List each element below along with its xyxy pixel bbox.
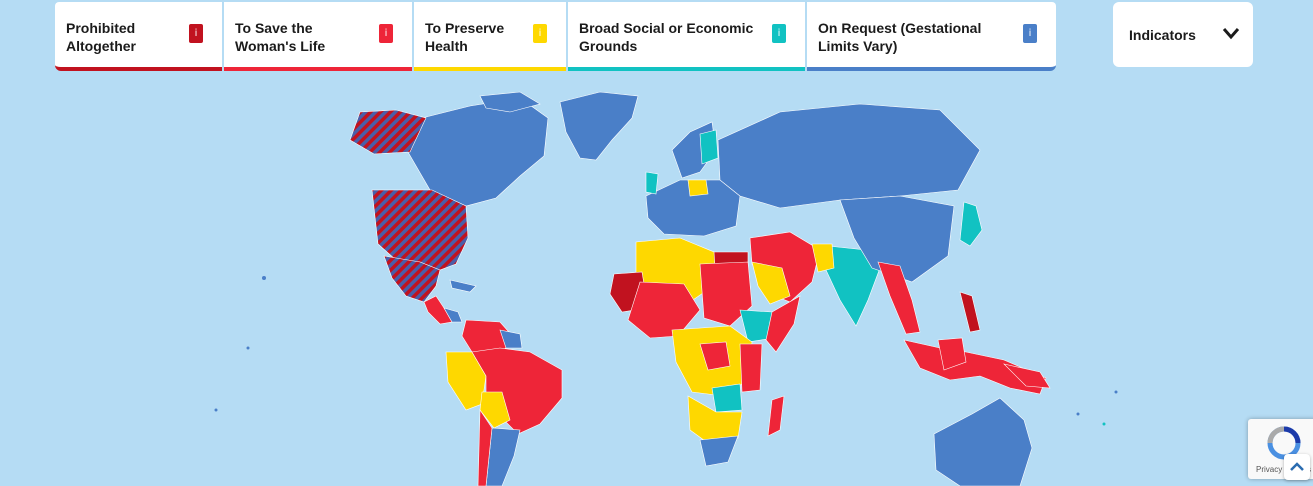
uk[interactable]: [645, 171, 659, 195]
legend-broad-grounds[interactable]: Broad Social or Economic Grounds i: [568, 2, 805, 71]
chile[interactable]: [477, 409, 493, 486]
island[interactable]: [1114, 390, 1118, 394]
chevron-down-icon: [1222, 28, 1240, 40]
brazil[interactable]: [471, 347, 563, 435]
poland[interactable]: [687, 179, 709, 197]
russia[interactable]: [717, 103, 981, 209]
southern-africa[interactable]: [687, 395, 743, 447]
island[interactable]: [1076, 412, 1080, 416]
greenland[interactable]: [559, 91, 639, 161]
new-guinea[interactable]: [1003, 363, 1051, 389]
saudi-arabia[interactable]: [751, 261, 791, 305]
legend-prohibited[interactable]: Prohibited Altogether i: [55, 2, 222, 71]
philippines[interactable]: [959, 291, 981, 333]
alaska[interactable]: [349, 109, 427, 155]
zambia-mozambique[interactable]: [711, 383, 743, 413]
east-africa[interactable]: [739, 343, 763, 393]
indonesia[interactable]: [903, 339, 1047, 395]
bolivia-paraguay[interactable]: [479, 391, 511, 429]
central-america-south[interactable]: [443, 307, 463, 323]
legend-label: Broad Social or Economic Grounds: [579, 20, 754, 54]
legend-preserve-health[interactable]: To Preserve Health i: [414, 2, 566, 71]
island[interactable]: [246, 346, 250, 350]
australia[interactable]: [933, 397, 1033, 486]
chevron-up-icon: [1290, 462, 1304, 471]
finland[interactable]: [699, 129, 719, 165]
sudan-chad[interactable]: [699, 261, 753, 327]
recaptcha-icon: [1267, 426, 1301, 460]
legend-label: To Preserve Health: [425, 20, 505, 54]
world-map[interactable]: [0, 72, 1313, 486]
indicators-dropdown[interactable]: Indicators: [1113, 2, 1253, 67]
afghanistan-pakistan[interactable]: [811, 243, 835, 273]
guyanas[interactable]: [499, 329, 523, 349]
indicators-label: Indicators: [1129, 26, 1196, 43]
legend-on-request[interactable]: On Request (Gestational Limits Vary) i: [807, 2, 1056, 71]
scroll-top-button[interactable]: [1284, 454, 1310, 480]
united-states[interactable]: [371, 189, 469, 271]
china[interactable]: [839, 195, 955, 283]
info-icon[interactable]: i: [379, 24, 393, 43]
arctic-islands[interactable]: [479, 91, 541, 113]
somalia[interactable]: [765, 295, 801, 353]
island[interactable]: [1102, 422, 1106, 426]
legend-label: To Save the Woman's Life: [235, 20, 326, 54]
island[interactable]: [262, 276, 266, 280]
legend-save-life[interactable]: To Save the Woman's Life i: [224, 2, 412, 71]
info-icon[interactable]: i: [189, 24, 203, 43]
legend-label: Prohibited Altogether: [66, 20, 136, 54]
legend-bar: Prohibited Altogether i To Save the Woma…: [55, 2, 1056, 71]
info-icon[interactable]: i: [533, 24, 547, 43]
japan[interactable]: [959, 201, 983, 247]
mexico[interactable]: [383, 255, 441, 303]
drc[interactable]: [699, 341, 731, 371]
caribbean[interactable]: [449, 279, 477, 293]
recaptcha-links[interactable]: Privacy - Terms: [1256, 465, 1311, 474]
info-icon[interactable]: i: [1023, 24, 1037, 43]
south-africa[interactable]: [699, 435, 739, 467]
island[interactable]: [214, 408, 218, 412]
southeast-asia[interactable]: [877, 261, 921, 335]
legend-label: On Request (Gestational Limits Vary): [818, 20, 982, 54]
madagascar[interactable]: [767, 395, 785, 437]
info-icon[interactable]: i: [772, 24, 786, 43]
borneo[interactable]: [937, 337, 967, 371]
